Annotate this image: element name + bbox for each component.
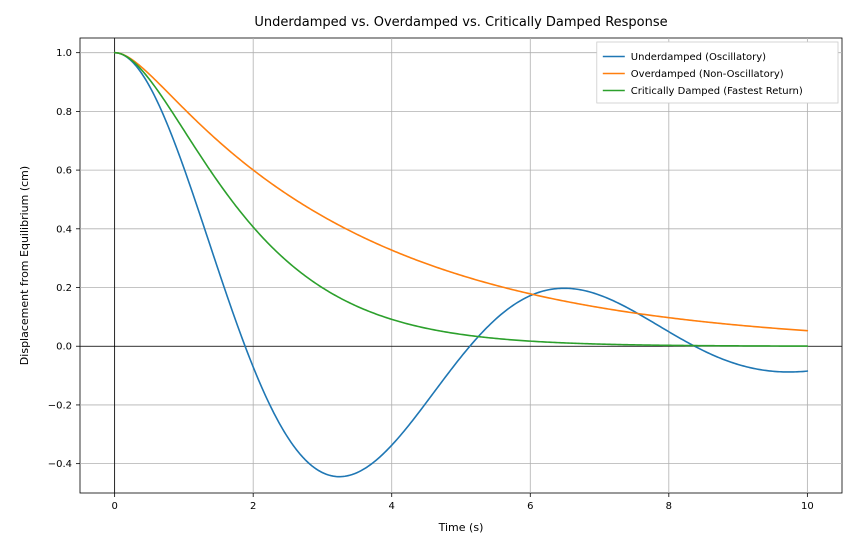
xtick-label: 6 (527, 501, 533, 512)
ytick-label: 0.6 (56, 166, 72, 177)
chart-title: Underdamped vs. Overdamped vs. Criticall… (254, 15, 667, 30)
y-axis-label: Displacement from Equilibrium (cm) (18, 166, 31, 365)
chart-svg: 0 2 4 6 8 10 −0.4 −0.2 0.0 0.2 0.4 0.6 0.8 1.0 Time (s… (0, 0, 866, 545)
legend-label: Underdamped (Oscillatory) (631, 52, 766, 63)
ytick-label: 0.2 (56, 283, 72, 294)
legend: Underdamped (Oscillatory) Overdamped (Non… (597, 42, 838, 103)
ytick-label: 0.8 (56, 107, 72, 118)
ytick-label: −0.4 (48, 459, 72, 470)
xtick-label: 4 (389, 501, 395, 512)
xtick-label: 10 (801, 501, 814, 512)
x-axis-label: Time (s) (438, 521, 484, 534)
ytick-label: 0.4 (56, 224, 72, 235)
xtick-label: 0 (111, 501, 117, 512)
ytick-label: 1.0 (56, 48, 72, 59)
ytick-label: −0.2 (48, 400, 72, 411)
ytick-label: 0.0 (56, 342, 72, 353)
xtick-label: 2 (250, 501, 256, 512)
legend-label: Critically Damped (Fastest Return) (631, 86, 803, 97)
xtick-label: 8 (666, 501, 672, 512)
chart-container: 0 2 4 6 8 10 −0.4 −0.2 0.0 0.2 0.4 0.6 0.8 1.0 Time (s… (0, 0, 866, 545)
legend-label: Overdamped (Non-Oscillatory) (631, 69, 784, 80)
